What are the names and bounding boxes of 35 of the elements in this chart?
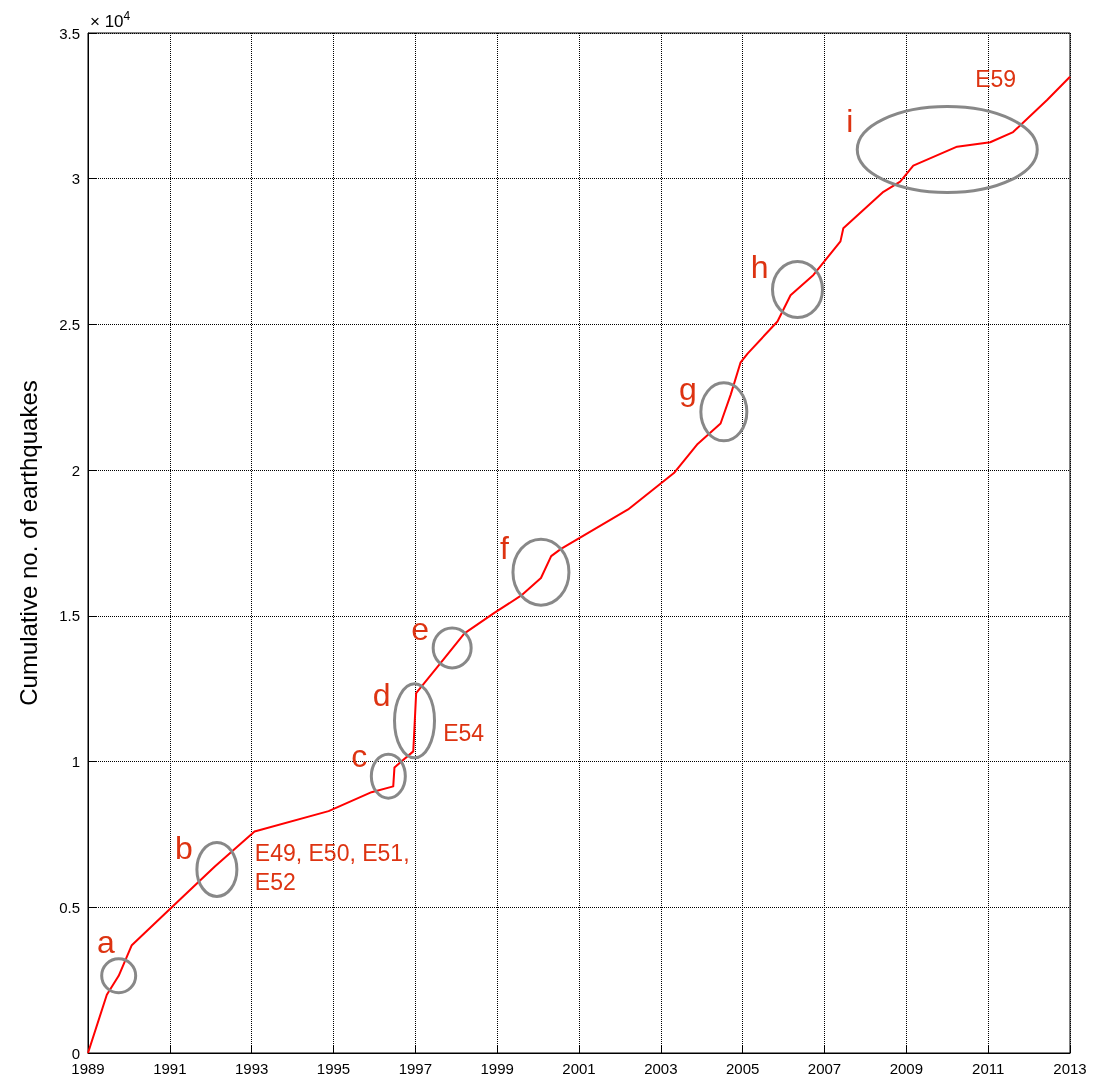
x-tick-label: 1995 (316, 1060, 351, 1077)
x-tick-label: 1999 (480, 1060, 514, 1077)
y-tick-label: 2.5 (59, 315, 80, 333)
annotation: c (351, 738, 368, 775)
x-tick-label: 2005 (725, 1060, 760, 1077)
y-axis-title: Cumulative no. of earthquakes (14, 380, 42, 706)
x-tick-label: 2007 (807, 1060, 842, 1077)
x-tick-label: 1991 (153, 1060, 187, 1077)
x-tick-label: 1997 (398, 1060, 433, 1077)
annotation: i (846, 103, 854, 140)
annotation: f (500, 529, 510, 566)
y-tick-label: 2 (71, 461, 80, 479)
text: × 10$^{4}$ (90, 9, 131, 31)
annotation: b (175, 829, 193, 866)
y-tick-label: 1.5 (59, 607, 80, 625)
x-tick-label: 2009 (889, 1060, 924, 1077)
x-tick-label: 2003 (644, 1060, 678, 1077)
annotation: E54 (443, 719, 485, 746)
annotation: a (96, 923, 115, 960)
y-tick-label: 1 (71, 753, 80, 771)
annotation: g (679, 371, 697, 408)
annotation: h (750, 249, 769, 286)
x-tick-label: 1989 (71, 1060, 105, 1077)
annotation: e (411, 610, 430, 647)
x-tick-label: 1993 (234, 1060, 269, 1077)
y-tick-label: 0 (71, 1044, 80, 1062)
y-tick-label: 3 (71, 170, 80, 188)
annotation: E49, E50, E51, E52 (254, 840, 410, 896)
x-tick-label: 2013 (1053, 1060, 1087, 1077)
annotation: E59 (975, 66, 1017, 93)
annotation: d (372, 676, 391, 713)
y-tick-label: 3.5 (59, 24, 80, 42)
y-tick-label: 0.5 (59, 898, 80, 916)
x-tick-label: 2001 (562, 1060, 596, 1077)
x-tick-label: 2011 (972, 1060, 1005, 1077)
